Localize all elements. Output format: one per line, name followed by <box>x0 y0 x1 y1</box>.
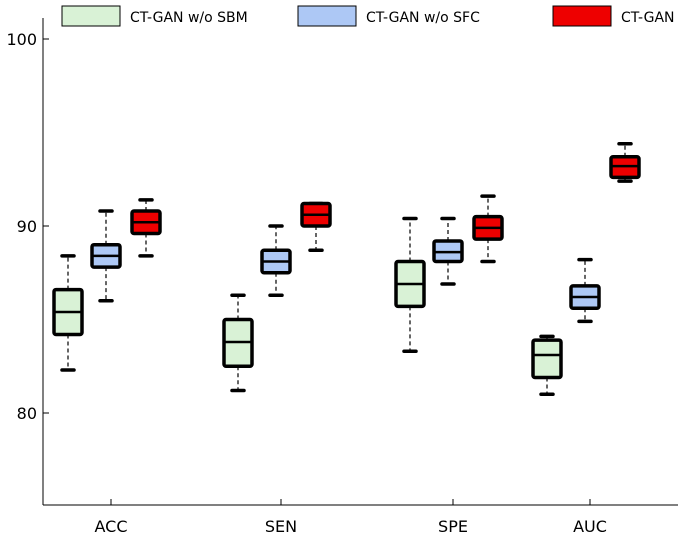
legend-label: CT-GAN w/o SFC <box>366 10 480 26</box>
box-spe-series-2 <box>472 194 504 264</box>
legend-item-0: CT-GAN w/o SBM <box>61 5 248 27</box>
plot-area <box>52 141 641 397</box>
legend-swatch <box>297 5 357 27</box>
x-tick-label: AUC <box>573 517 607 536</box>
x-tick-label: SPE <box>438 517 468 536</box>
legend-swatch <box>61 5 121 27</box>
box-spe-series-0 <box>394 216 426 354</box>
box-auc-series-2 <box>609 141 641 183</box>
y-tick-label: 100 <box>6 30 37 49</box>
box-sen-series-2 <box>300 201 332 253</box>
box-iqr <box>531 338 563 380</box>
box-acc-series-1 <box>90 209 122 303</box>
legend: CT-GAN w/o SBM CT-GAN w/o SFC CT-GAN <box>61 5 675 27</box>
box-sen-series-1 <box>260 224 292 297</box>
legend-label: CT-GAN w/o SBM <box>130 10 248 26</box>
box-acc-series-2 <box>130 198 162 258</box>
box-auc-series-0 <box>531 334 563 397</box>
legend-item-1: CT-GAN w/o SFC <box>297 5 480 27</box>
y-tick-label: 80 <box>17 404 37 423</box>
box-sen-series-0 <box>222 293 254 393</box>
legend-swatch <box>552 5 612 27</box>
legend-item-2: CT-GAN <box>552 5 675 27</box>
legend-label: CT-GAN <box>621 10 675 26</box>
axes: 80 90 100 ACC SEN SPE AUC <box>6 18 678 536</box>
box-auc-series-1 <box>569 257 601 324</box>
x-tick-label: SEN <box>265 517 297 536</box>
y-tick-label: 90 <box>17 217 37 236</box>
box-spe-series-1 <box>432 216 464 286</box>
box-acc-series-0 <box>52 254 84 372</box>
x-tick-label: ACC <box>94 517 127 536</box>
